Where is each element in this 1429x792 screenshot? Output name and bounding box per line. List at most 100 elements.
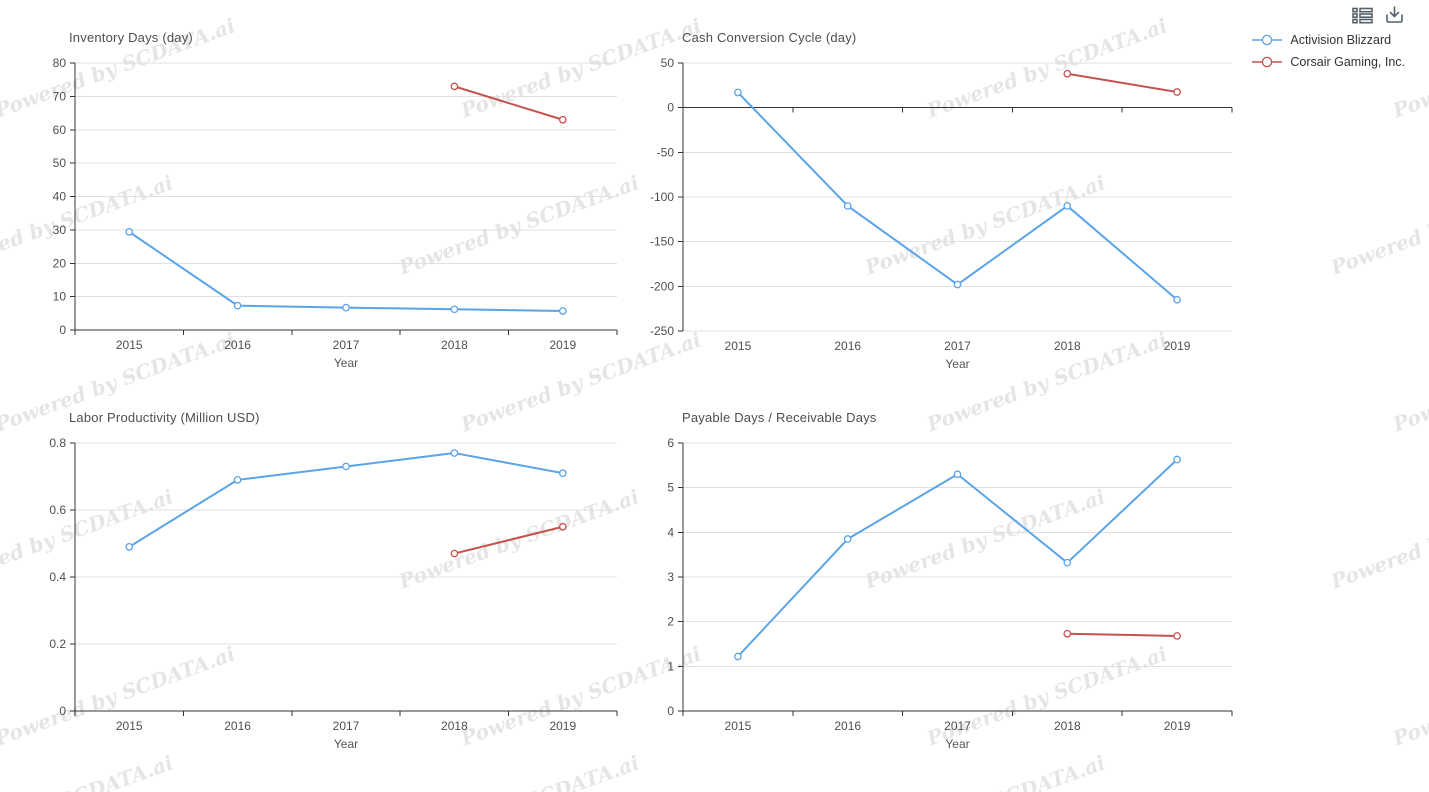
chart-title-payable-receivable: Payable Days / Receivable Days — [682, 410, 877, 425]
x-tick-label: 2018 — [1054, 339, 1081, 353]
x-tick-label: 2016 — [224, 338, 251, 352]
legend-item-activision-blizzard[interactable]: Activision Blizzard — [1252, 29, 1405, 51]
y-tick-label: 0 — [667, 101, 674, 115]
data-point-corsair-gaming-inc[interactable] — [558, 115, 567, 124]
chart-inventory-days-day: 0 10 20 30 40 50 60 70 80 2015 2016 2017 2018 2019 Yea… — [53, 56, 618, 370]
x-axis-name: Year — [334, 356, 358, 370]
data-point-activision-blizzard[interactable] — [450, 449, 459, 457]
x-tick-label: 2017 — [333, 719, 360, 733]
data-point-activision-blizzard[interactable] — [1063, 558, 1072, 567]
data-point-activision-blizzard[interactable] — [843, 202, 852, 210]
data-point-activision-blizzard[interactable] — [953, 470, 962, 479]
chart-title-inventory-days: Inventory Days (day) — [69, 30, 193, 45]
data-point-corsair-gaming-inc[interactable] — [558, 522, 567, 531]
legend-label: Activision Blizzard — [1290, 33, 1392, 47]
data-point-corsair-gaming-inc[interactable] — [1173, 88, 1181, 96]
series-line-activision-blizzard[interactable] — [128, 230, 564, 312]
data-point-activision-blizzard[interactable] — [125, 228, 134, 236]
y-tick-label: 4 — [667, 525, 674, 539]
chart-title-cash-conversion-cycle: Cash Conversion Cycle (day) — [682, 30, 857, 45]
x-tick-label: 2019 — [1164, 339, 1191, 353]
x-tick-label: 2016 — [224, 719, 251, 733]
y-tick-label: -200 — [650, 279, 674, 293]
chart-title-labor-productivity: Labor Productivity (Million USD) — [69, 410, 260, 425]
x-tick-label: 2015 — [725, 719, 752, 733]
y-tick-label: 40 — [53, 190, 67, 204]
data-point-activision-blizzard[interactable] — [843, 535, 852, 543]
series-line-corsair-gaming-inc[interactable] — [453, 525, 564, 555]
data-point-corsair-gaming-inc[interactable] — [1063, 69, 1072, 78]
data-point-activision-blizzard[interactable] — [342, 303, 350, 312]
x-tick-label: 2016 — [834, 719, 861, 733]
data-point-activision-blizzard[interactable] — [233, 301, 242, 310]
chart-cash-conversion-cycle-day: 50 0 -50 -100 -150 -200 -250 2015 2016 2017 2018 20… — [650, 56, 1233, 371]
y-tick-label: 5 — [667, 481, 674, 495]
y-tick-label: -50 — [657, 145, 675, 159]
data-point-activision-blizzard[interactable] — [558, 469, 567, 477]
legend-marker-icon — [1252, 34, 1283, 46]
series-line-activision-blizzard[interactable] — [736, 458, 1179, 658]
data-point-activision-blizzard[interactable] — [1173, 455, 1181, 464]
x-tick-label: 2019 — [549, 338, 576, 352]
y-tick-label: 1 — [667, 659, 674, 673]
x-tick-label: 2019 — [549, 719, 576, 733]
y-tick-label: -100 — [650, 190, 674, 204]
chart-labor-productivity-million-usd: 0.8 0.6 0.4 0.2 0 2015 2016 2017 2018 2019 Year — [49, 436, 618, 751]
data-point-activision-blizzard[interactable] — [953, 280, 962, 289]
x-axis-name: Year — [945, 357, 969, 371]
y-tick-label: 3 — [667, 570, 674, 584]
data-point-activision-blizzard[interactable] — [1173, 295, 1181, 304]
data-view-icon[interactable] — [1352, 7, 1373, 24]
data-point-corsair-gaming-inc[interactable] — [450, 82, 459, 91]
y-tick-label: 10 — [53, 290, 67, 304]
x-axis-name: Year — [945, 737, 969, 751]
y-tick-label: 20 — [53, 256, 67, 270]
y-tick-label: 70 — [53, 89, 67, 103]
y-tick-label: 0.4 — [49, 570, 66, 584]
data-point-corsair-gaming-inc[interactable] — [450, 549, 459, 558]
x-tick-label: 2018 — [441, 719, 468, 733]
y-tick-label: 50 — [661, 56, 675, 70]
series-line-corsair-gaming-inc[interactable] — [1066, 632, 1179, 637]
legend-label: Corsair Gaming, Inc. — [1290, 55, 1405, 69]
chart-toolbar — [1352, 6, 1404, 24]
data-point-activision-blizzard[interactable] — [1063, 202, 1072, 210]
data-point-activision-blizzard[interactable] — [125, 542, 134, 551]
y-tick-label: -250 — [650, 324, 674, 338]
y-tick-label: 60 — [53, 123, 67, 137]
y-tick-label: 6 — [667, 436, 674, 450]
legend-item-corsair-gaming-inc[interactable]: Corsair Gaming, Inc. — [1252, 51, 1405, 73]
data-point-corsair-gaming-inc[interactable] — [1063, 629, 1072, 638]
y-tick-label: 2 — [667, 615, 674, 629]
x-tick-label: 2018 — [441, 338, 468, 352]
data-point-activision-blizzard[interactable] — [734, 652, 742, 661]
data-point-activision-blizzard[interactable] — [342, 462, 350, 471]
data-point-activision-blizzard[interactable] — [734, 88, 742, 97]
x-tick-label: 2016 — [834, 339, 861, 353]
y-tick-label: 0 — [59, 323, 66, 337]
y-tick-label: 80 — [53, 56, 67, 70]
legend: Activision Blizzard Corsair Gaming, Inc. — [1252, 29, 1405, 73]
x-tick-label: 2019 — [1164, 719, 1191, 733]
data-point-activision-blizzard[interactable] — [450, 305, 459, 314]
y-tick-label: 30 — [53, 223, 67, 237]
data-point-corsair-gaming-inc[interactable] — [1173, 632, 1181, 640]
chart-payable-days-receivable-days: 6 5 4 3 2 1 0 2015 2016 2017 2018 2019 Year — [667, 436, 1233, 751]
data-point-activision-blizzard[interactable] — [558, 307, 567, 315]
series-line-activision-blizzard[interactable] — [736, 91, 1179, 301]
series-line-corsair-gaming-inc[interactable] — [1066, 72, 1179, 94]
y-tick-label: 0.8 — [49, 436, 66, 450]
series-line-corsair-gaming-inc[interactable] — [453, 85, 564, 121]
x-tick-label: 2018 — [1054, 719, 1081, 733]
x-tick-label: 2015 — [116, 338, 143, 352]
y-tick-label: 0.2 — [49, 637, 66, 651]
download-icon[interactable] — [1385, 6, 1404, 24]
y-tick-label: 0 — [59, 704, 66, 718]
x-tick-label: 2017 — [944, 339, 971, 353]
x-axis-name: Year — [334, 737, 358, 751]
y-tick-label: 0.6 — [49, 503, 66, 517]
legend-marker-icon — [1252, 56, 1283, 68]
data-point-activision-blizzard[interactable] — [233, 475, 242, 484]
y-tick-label: -150 — [650, 235, 674, 249]
